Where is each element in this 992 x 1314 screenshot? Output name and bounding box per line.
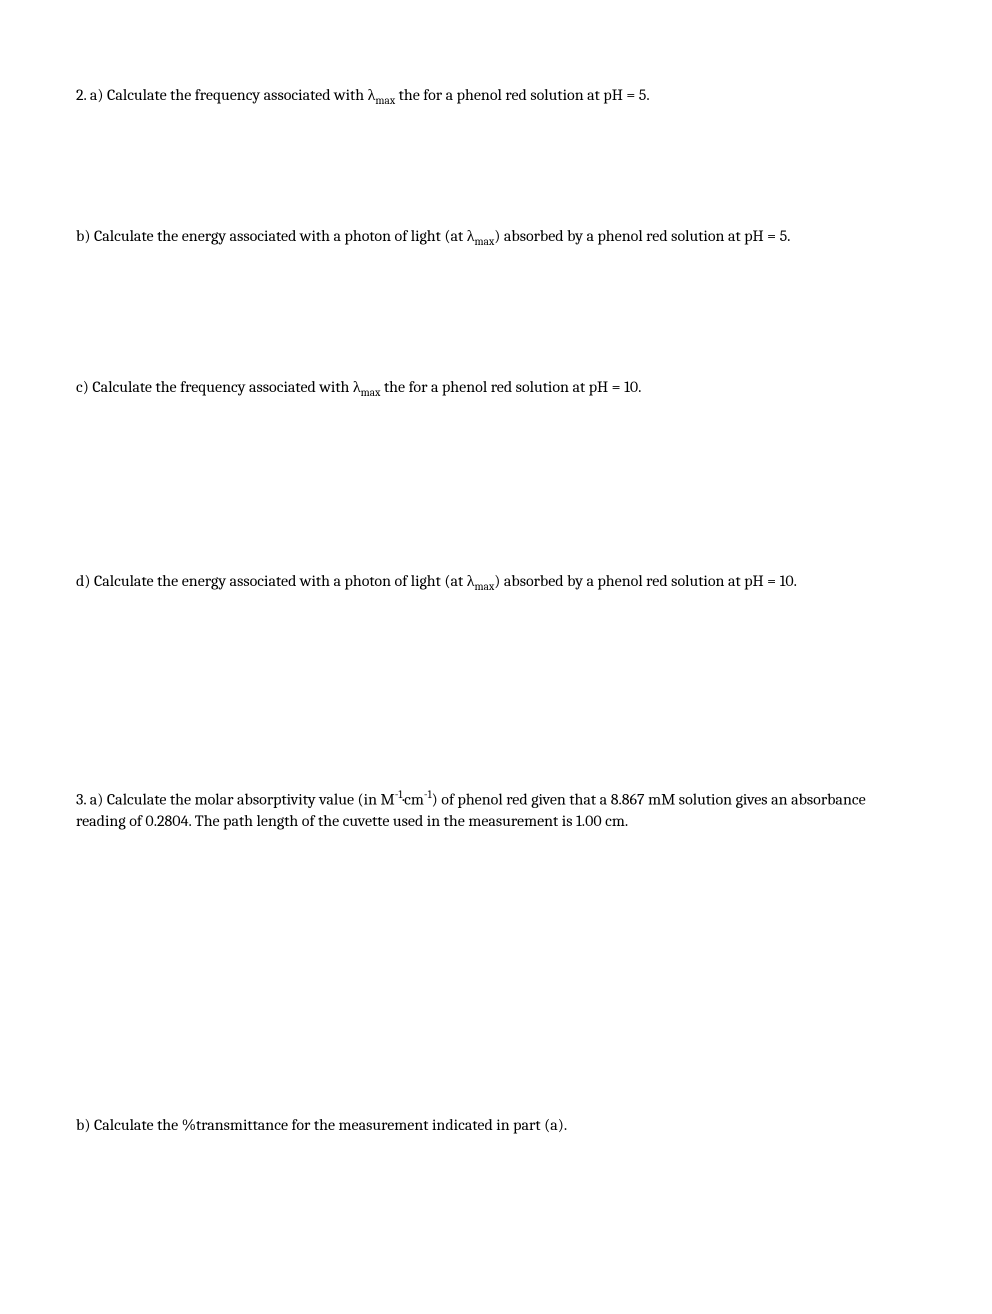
question-3b: b) Calculate the %transmittance for the … [76, 1115, 916, 1137]
question-2b-prefix: b) Calculate the energy associated with … [76, 227, 474, 245]
question-2c-prefix: c) Calculate the frequency associated wi… [76, 378, 361, 396]
question-2c-suffix: the for a phenol red solution at pH = 10… [380, 378, 641, 396]
question-3a-prefix: 3. a) Calculate the molar absorptivity v… [76, 791, 395, 809]
question-2b: b) Calculate the energy associated with … [76, 226, 916, 249]
question-2a-suffix: the for a phenol red solution at pH = 5. [395, 86, 650, 104]
question-3b-text: b) Calculate the %transmittance for the … [76, 1116, 567, 1134]
question-2d-prefix: d) Calculate the energy associated with … [76, 572, 474, 590]
question-2a-prefix: 2. a) Calculate the frequency associated… [76, 86, 375, 104]
question-2c: c) Calculate the frequency associated wi… [76, 377, 916, 400]
question-2b-sub1: max [474, 235, 494, 248]
answer-space-2c [76, 400, 916, 571]
answer-space-3a [76, 833, 916, 1115]
answer-space-2b [76, 250, 916, 377]
question-2c-sub1: max [361, 386, 381, 399]
question-2a: 2. a) Calculate the frequency associated… [76, 85, 916, 108]
answer-space-2a [76, 108, 916, 226]
question-2a-sub1: max [375, 94, 395, 107]
question-3a-mid1: ·cm [402, 791, 423, 809]
question-3a: 3. a) Calculate the molar absorptivity v… [76, 787, 916, 833]
question-2d: d) Calculate the energy associated with … [76, 571, 916, 594]
question-2d-sub1: max [474, 580, 494, 593]
question-3a-sup2: -1 [424, 788, 432, 801]
question-2b-suffix: ) absorbed by a phenol red solution at p… [494, 227, 790, 245]
question-2d-suffix: ) absorbed by a phenol red solution at p… [494, 572, 797, 590]
answer-space-2d [76, 594, 916, 787]
